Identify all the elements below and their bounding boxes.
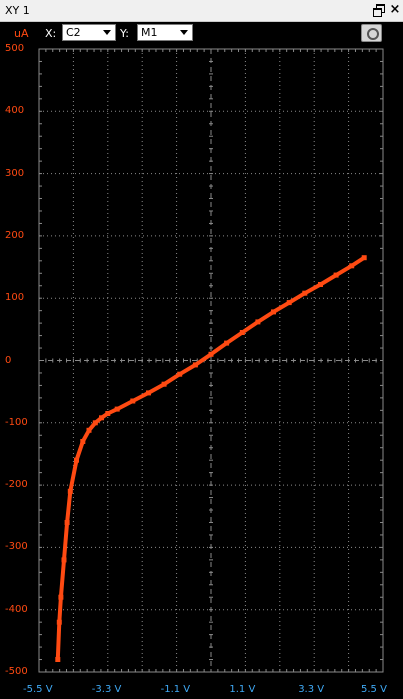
data-point <box>349 263 354 268</box>
y-tick-label: 300 <box>5 168 24 179</box>
data-point <box>93 420 98 425</box>
data-point <box>80 439 85 444</box>
data-point <box>362 255 367 260</box>
data-point <box>255 319 260 324</box>
y-tick-label: 400 <box>5 105 24 116</box>
data-point <box>115 407 120 412</box>
y-tick-label: 200 <box>5 230 24 241</box>
data-point <box>209 352 214 357</box>
data-point <box>74 458 79 463</box>
x-tick-label: 5.5 V <box>361 684 387 695</box>
data-point <box>68 489 73 494</box>
x-tick-label: 1.1 V <box>229 684 255 695</box>
data-point <box>162 382 167 387</box>
data-point <box>57 620 62 625</box>
data-point <box>62 557 67 562</box>
y-tick-label: 500 <box>5 43 24 54</box>
data-point <box>193 362 198 367</box>
data-point <box>146 390 151 395</box>
data-point <box>58 595 63 600</box>
data-point <box>318 282 323 287</box>
data-point <box>55 657 60 662</box>
y-tick-label: -100 <box>5 417 28 428</box>
y-tick-label: -500 <box>5 666 28 677</box>
data-point <box>302 291 307 296</box>
data-point <box>224 341 229 346</box>
data-point <box>87 428 92 433</box>
data-point <box>105 411 110 416</box>
y-tick-label: -200 <box>5 479 28 490</box>
x-tick-label: 3.3 V <box>298 684 324 695</box>
data-point <box>334 273 339 278</box>
x-tick-label: -5.5 V <box>23 684 53 695</box>
x-tick-label: -3.3 V <box>92 684 122 695</box>
y-tick-label: -300 <box>5 541 28 552</box>
data-point <box>240 330 245 335</box>
y-tick-label: 100 <box>5 292 24 303</box>
data-point <box>177 372 182 377</box>
data-point <box>65 520 70 525</box>
data-point <box>271 309 276 314</box>
x-tick-label: -1.1 V <box>161 684 191 695</box>
data-point <box>130 399 135 404</box>
data-point <box>287 300 292 305</box>
data-point <box>99 415 104 420</box>
y-tick-label: 0 <box>5 355 11 366</box>
y-tick-label: -400 <box>5 604 28 615</box>
